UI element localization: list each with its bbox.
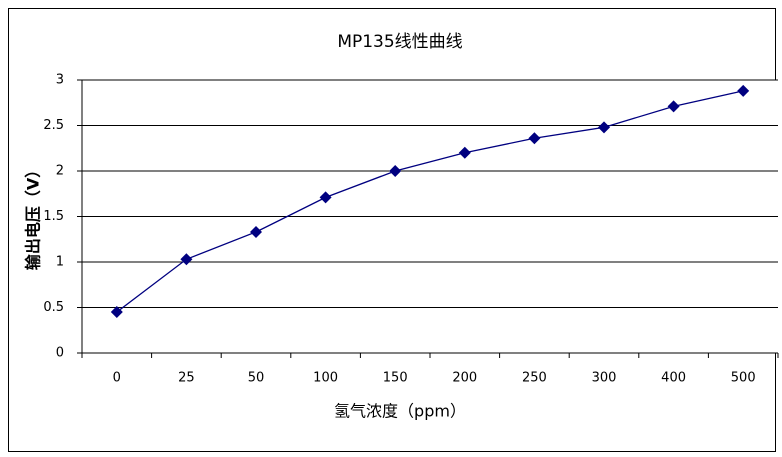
x-tick-label: 100 <box>313 371 338 386</box>
x-axis-title: 氢气浓度（ppm） <box>334 402 466 421</box>
y-tick-label: 2 <box>56 164 64 179</box>
x-tick-label: 250 <box>522 371 547 386</box>
y-tick-label: 0.5 <box>43 300 64 315</box>
marker <box>319 191 332 204</box>
chart-title: MP135线性曲线 <box>337 32 462 52</box>
marker <box>598 121 610 134</box>
marker <box>250 225 262 238</box>
y-tick-label: 0 <box>56 346 64 361</box>
marker <box>389 165 402 177</box>
marker <box>180 253 193 266</box>
x-tick-label: 300 <box>592 371 617 386</box>
y-tick-label: 3 <box>56 73 64 88</box>
y-tick-label: 1.5 <box>43 209 64 224</box>
marker <box>110 306 123 319</box>
marker <box>667 100 680 113</box>
y-axis-title: 输出电压（V） <box>24 162 43 270</box>
line <box>116 90 744 313</box>
x-tick-label: 50 <box>248 371 265 386</box>
x-tick-label: 500 <box>731 371 756 386</box>
x-tick-label: 200 <box>452 371 477 386</box>
x-tick-label: 400 <box>661 371 686 386</box>
marker <box>737 84 750 97</box>
marker <box>528 132 541 145</box>
x-tick-label: 150 <box>383 371 408 386</box>
y-tick-label: 2.5 <box>43 118 64 133</box>
x-tick-label: 0 <box>113 371 121 386</box>
x-tick-label: 25 <box>178 371 195 386</box>
y-tick-label: 1 <box>56 255 64 270</box>
marker <box>458 146 471 159</box>
